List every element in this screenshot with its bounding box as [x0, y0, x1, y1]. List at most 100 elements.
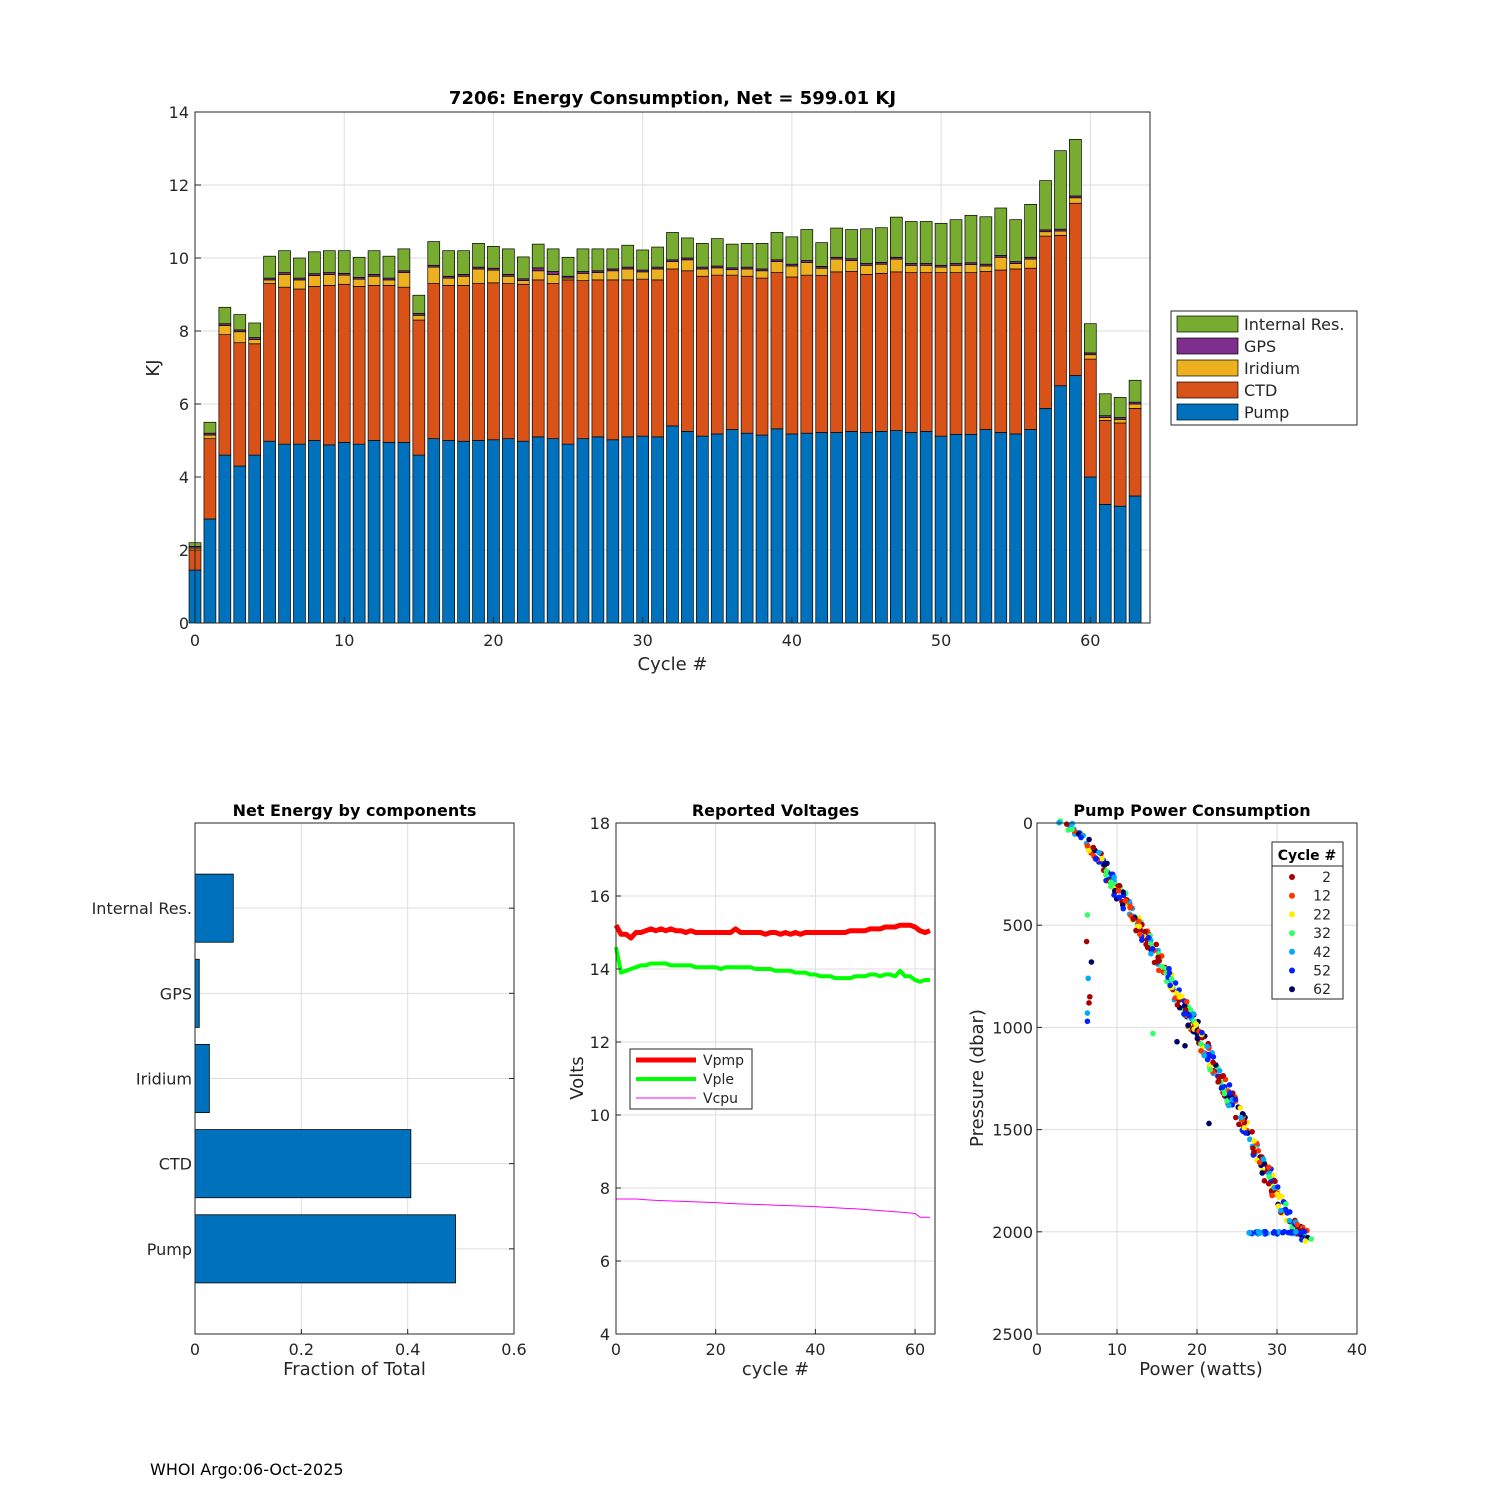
energy-bar-internal-res [576, 248, 590, 272]
voltages-ytick-label: 6 [600, 1252, 610, 1271]
energy-bar-gps [546, 271, 560, 275]
energy-bar-iridium [367, 275, 381, 286]
pump-point [1262, 1228, 1268, 1235]
energy-bar-internal-res [1024, 203, 1037, 258]
energy-bar-ctd [636, 278, 649, 437]
energy-bar-internal-res [367, 250, 381, 275]
energy-bar-internal-res [1039, 180, 1052, 231]
pump-point [1259, 1170, 1266, 1176]
energy-bar-ctd [830, 271, 843, 433]
energy-bar-pump [681, 431, 694, 624]
pump-point [1137, 931, 1143, 938]
pump-ytick-label: 500 [1002, 916, 1033, 935]
energy-bar-pump [785, 433, 799, 624]
pump-point [1201, 1052, 1208, 1059]
pump-point [1198, 1041, 1204, 1047]
energy-bar-ctd [964, 272, 978, 435]
pump-point [1220, 1072, 1227, 1079]
voltages-line-vcpu [616, 1198, 930, 1218]
pump-point [1172, 980, 1179, 986]
energy-bar-internal-res [412, 294, 426, 314]
components-category-label: Pump [147, 1240, 192, 1259]
energy-bar-pump [546, 438, 560, 624]
energy-legend-swatch [1176, 403, 1239, 421]
pump-point [1078, 834, 1084, 841]
energy-bar-internal-res [516, 256, 530, 280]
pump-outlier-point [1085, 975, 1091, 982]
energy-bar-iridium [636, 271, 649, 280]
energy-bar-iridium [651, 268, 664, 281]
energy-bar-iridium [979, 265, 993, 272]
pump-point [1210, 1059, 1216, 1066]
voltages-line-vpmp [613, 922, 931, 941]
energy-legend-label: Internal Res. [1244, 315, 1344, 334]
energy-bar-ctd [1054, 235, 1067, 387]
energy-bar-iridium [487, 269, 500, 284]
energy-bar-ctd [919, 272, 933, 432]
footer-label: WHOI Argo:06-Oct-2025 [150, 1460, 344, 1479]
energy-bar-pump [696, 435, 709, 624]
energy-bar-iridium [800, 262, 814, 276]
energy-legend-label: Pump [1244, 403, 1289, 422]
components-axes-box [194, 822, 515, 1335]
energy-xtick-label: 60 [1080, 631, 1100, 650]
energy-bar-internal-res [352, 256, 366, 278]
pump-legend-marker [1289, 930, 1295, 937]
energy-bar-ctd [218, 334, 232, 456]
energy-bar-internal-res [860, 228, 873, 264]
energy-bar-iridium [785, 265, 799, 278]
energy-bar-internal-res [457, 250, 470, 275]
pump-point [1174, 1002, 1181, 1008]
pump-point [1166, 970, 1173, 976]
energy-bar-pump [845, 431, 858, 624]
pump-point [1277, 1207, 1284, 1214]
pump-legend-marker [1289, 967, 1295, 974]
energy-bar-iridium [770, 261, 784, 273]
energy-bar-internal-res [531, 243, 545, 269]
pump-point [1142, 928, 1148, 935]
voltages-ytick-label: 4 [600, 1325, 610, 1344]
energy-bar-internal-res [710, 238, 724, 267]
energy-ytick-label: 4 [179, 468, 189, 487]
pump-point [1266, 1174, 1272, 1180]
energy-bar-ctd [531, 279, 545, 438]
energy-bar-iridium [442, 277, 455, 286]
pump-point [1265, 1180, 1272, 1187]
energy-bar-iridium [591, 272, 605, 281]
energy-bar-iridium [1113, 418, 1127, 424]
energy-bar-ctd [1083, 358, 1097, 478]
energy-bar-internal-res [293, 257, 306, 279]
pump-point [1216, 1067, 1223, 1074]
pump-point [1269, 1192, 1275, 1199]
energy-bar-pump [561, 443, 575, 624]
energy-bar-iridium [293, 279, 306, 290]
energy-bar-internal-res [397, 248, 411, 272]
pump-outlier-point [1087, 993, 1093, 1000]
pump-ylabel: Pressure (dbar) [967, 1009, 988, 1147]
energy-bar-internal-res [890, 216, 903, 258]
energy-bar-internal-res [621, 244, 635, 268]
pump-point [1099, 855, 1105, 862]
energy-bar-ctd [576, 280, 590, 440]
energy-bar-internal-res [755, 243, 769, 270]
voltages-ylabel: Volts [567, 1056, 588, 1099]
pump-xtick-label: 40 [1347, 1340, 1367, 1359]
energy-bar-internal-res [875, 227, 888, 263]
pump-outlier-point [1150, 1030, 1156, 1037]
energy-bar-pump [487, 439, 500, 624]
energy-bar-ctd [710, 274, 724, 435]
pump-point [1210, 1054, 1217, 1060]
pump-point [1246, 1230, 1253, 1236]
energy-bar-pump [1069, 375, 1082, 624]
energy-bar-ctd [591, 279, 605, 438]
pump-legend-marker [1289, 948, 1295, 955]
energy-bar-internal-res [561, 256, 575, 277]
pump-point [1093, 855, 1099, 862]
pump-point [1153, 941, 1160, 948]
pump-point [1250, 1145, 1256, 1152]
energy-bar-ctd [666, 268, 679, 427]
components-xtick-label: 0.4 [395, 1340, 420, 1359]
energy-bar-iridium [994, 256, 1008, 271]
components-bar-gps [194, 958, 200, 1028]
energy-bar-pump [1128, 495, 1142, 624]
